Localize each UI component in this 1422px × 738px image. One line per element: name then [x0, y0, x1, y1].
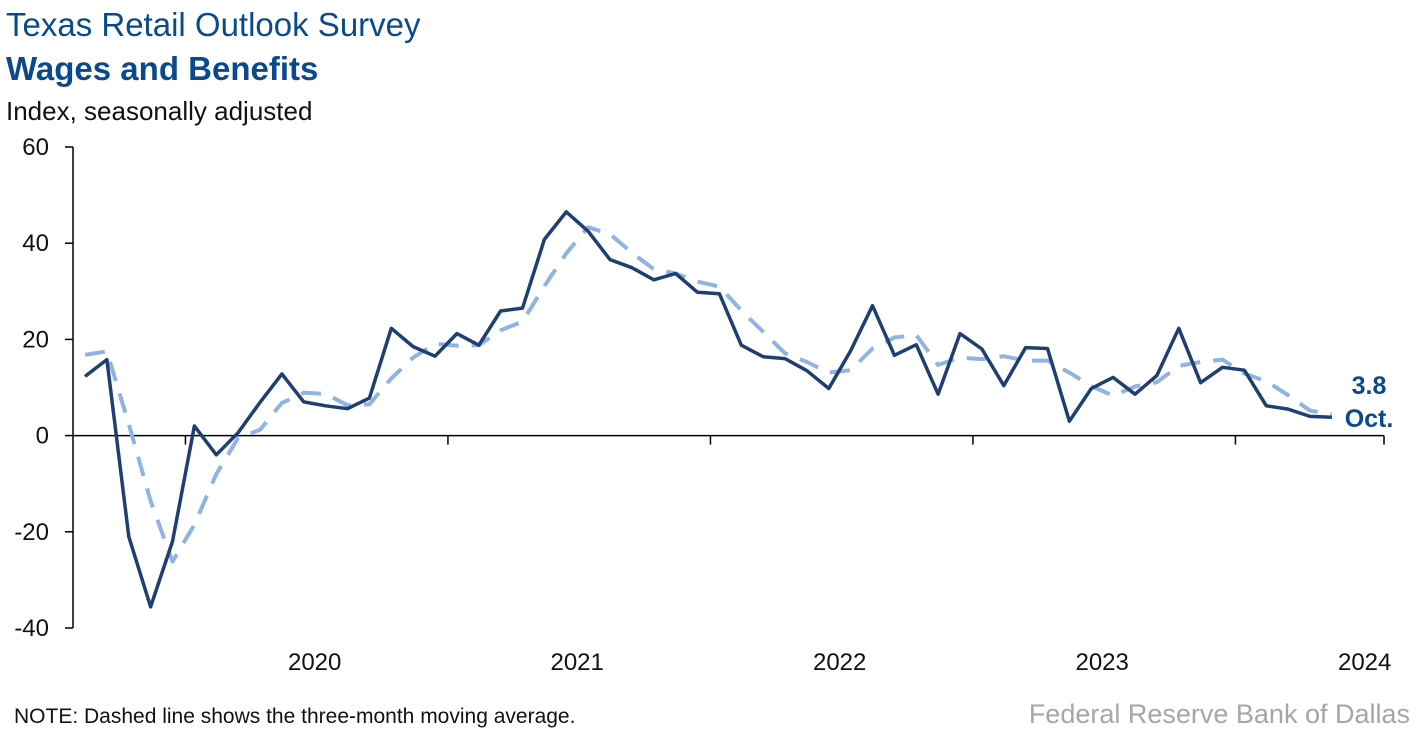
latest-month-label: Oct. — [1345, 405, 1394, 433]
moving-average-line — [84, 225, 1333, 564]
y-tick-label: -40 — [14, 615, 49, 642]
y-tick-label: 20 — [22, 326, 49, 353]
chart-title: Texas Retail Outlook Survey — [6, 6, 421, 43]
y-tick-label: 40 — [22, 230, 49, 257]
x-tick-label: 2024 — [1338, 649, 1391, 676]
source-credit: Federal Reserve Bank of Dallas — [1028, 699, 1410, 729]
y-tick-label: 0 — [36, 423, 49, 450]
latest-value-label: 3.8 — [1352, 372, 1387, 400]
y-axis-ticks: 60 40 20 0 -20 -40 — [14, 134, 73, 642]
x-tick-label: 2022 — [813, 649, 866, 676]
y-axis-units-label: Index, seasonally adjusted — [6, 96, 313, 126]
x-tick-label: 2023 — [1075, 649, 1128, 676]
y-tick-label: 60 — [22, 134, 49, 161]
x-tick-label: 2021 — [550, 649, 603, 676]
x-tick-label: 2020 — [288, 649, 341, 676]
x-axis-ticks: 2020 2021 2022 2023 2024 — [184, 435, 1391, 676]
index-line — [83, 210, 1332, 609]
y-tick-label: -20 — [14, 519, 49, 546]
chart-subtitle: Wages and Benefits — [6, 50, 319, 87]
footnote: NOTE: Dashed line shows the three-month … — [14, 705, 576, 728]
